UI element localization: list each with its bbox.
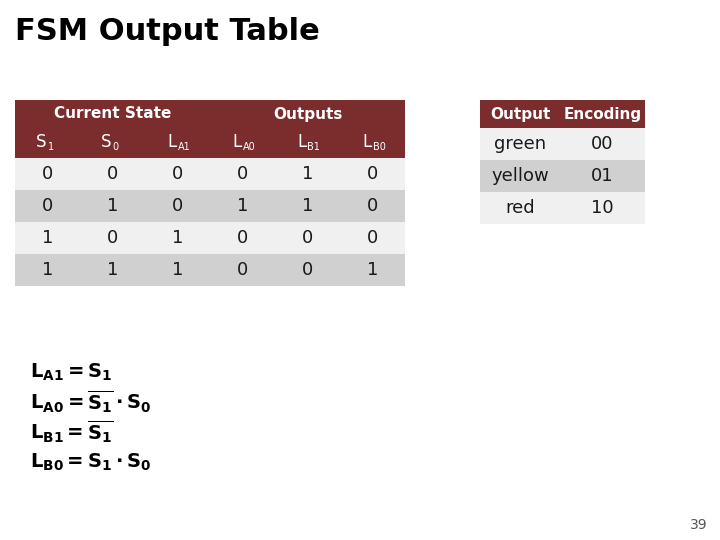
Text: 1: 1 bbox=[172, 229, 183, 247]
Bar bbox=[340, 128, 405, 158]
Text: 0: 0 bbox=[42, 197, 53, 215]
Text: $\mathbf{L_{B0} = S_1 \cdot S_0}$: $\mathbf{L_{B0} = S_1 \cdot S_0}$ bbox=[30, 451, 151, 472]
Text: 0: 0 bbox=[42, 165, 53, 183]
Bar bbox=[210, 100, 405, 128]
Bar bbox=[340, 158, 405, 190]
Text: 1: 1 bbox=[42, 261, 53, 279]
Text: L: L bbox=[297, 133, 307, 151]
Text: B1: B1 bbox=[307, 142, 320, 152]
Bar bbox=[275, 158, 340, 190]
Bar bbox=[340, 222, 405, 254]
Bar bbox=[15, 254, 80, 286]
Text: 0: 0 bbox=[107, 229, 118, 247]
Bar bbox=[480, 128, 560, 160]
Bar bbox=[80, 222, 145, 254]
Text: 1: 1 bbox=[48, 142, 53, 152]
Bar bbox=[15, 190, 80, 222]
Text: 0: 0 bbox=[112, 142, 119, 152]
Bar bbox=[560, 160, 645, 192]
Text: 0: 0 bbox=[367, 165, 378, 183]
Text: Outputs: Outputs bbox=[273, 106, 342, 122]
Text: Encoding: Encoding bbox=[564, 106, 642, 122]
Text: L: L bbox=[167, 133, 176, 151]
Text: 0: 0 bbox=[172, 197, 183, 215]
Bar bbox=[145, 128, 210, 158]
Text: 0: 0 bbox=[107, 165, 118, 183]
Text: 10: 10 bbox=[591, 199, 614, 217]
Bar bbox=[340, 254, 405, 286]
Text: 00: 00 bbox=[591, 135, 613, 153]
Text: A1: A1 bbox=[178, 142, 190, 152]
Text: S: S bbox=[36, 133, 47, 151]
Bar bbox=[480, 192, 560, 224]
Text: L: L bbox=[362, 133, 372, 151]
Text: 39: 39 bbox=[690, 518, 708, 532]
Bar bbox=[15, 100, 210, 128]
Bar bbox=[560, 100, 645, 128]
Text: 0: 0 bbox=[237, 165, 248, 183]
Text: 1: 1 bbox=[42, 229, 53, 247]
Text: B0: B0 bbox=[372, 142, 385, 152]
Bar bbox=[480, 100, 560, 128]
Text: 0: 0 bbox=[237, 261, 248, 279]
Bar bbox=[80, 128, 145, 158]
Text: $\mathbf{L_{A1} = S_1}$: $\mathbf{L_{A1} = S_1}$ bbox=[30, 361, 112, 383]
Bar bbox=[145, 158, 210, 190]
Text: FSM Output Table: FSM Output Table bbox=[15, 17, 320, 46]
Text: 0: 0 bbox=[302, 261, 313, 279]
Text: Output: Output bbox=[490, 106, 550, 122]
Text: $\mathbf{L_{B1} = \overline{S_1}}$: $\mathbf{L_{B1} = \overline{S_1}}$ bbox=[30, 418, 113, 445]
Bar bbox=[15, 128, 80, 158]
Text: 1: 1 bbox=[107, 261, 118, 279]
Text: Current State: Current State bbox=[54, 106, 171, 122]
Text: yellow: yellow bbox=[491, 167, 549, 185]
Text: 1: 1 bbox=[302, 197, 313, 215]
Bar bbox=[210, 158, 275, 190]
Text: red: red bbox=[505, 199, 535, 217]
Bar bbox=[80, 158, 145, 190]
Bar bbox=[210, 190, 275, 222]
Bar bbox=[15, 158, 80, 190]
Bar bbox=[145, 190, 210, 222]
Text: 1: 1 bbox=[366, 261, 378, 279]
Text: 0: 0 bbox=[367, 229, 378, 247]
Bar bbox=[275, 222, 340, 254]
Text: 1: 1 bbox=[237, 197, 248, 215]
Text: 0: 0 bbox=[302, 229, 313, 247]
Bar bbox=[145, 254, 210, 286]
Text: L: L bbox=[233, 133, 241, 151]
Text: 0: 0 bbox=[367, 197, 378, 215]
Bar bbox=[275, 128, 340, 158]
Text: 0: 0 bbox=[172, 165, 183, 183]
Bar bbox=[80, 190, 145, 222]
Bar bbox=[145, 222, 210, 254]
Text: 1: 1 bbox=[172, 261, 183, 279]
Bar bbox=[480, 160, 560, 192]
Bar bbox=[275, 254, 340, 286]
Bar bbox=[560, 192, 645, 224]
Bar bbox=[560, 128, 645, 160]
Text: S: S bbox=[101, 133, 112, 151]
Bar bbox=[210, 222, 275, 254]
Text: green: green bbox=[494, 135, 546, 153]
Text: 01: 01 bbox=[591, 167, 614, 185]
Bar bbox=[210, 128, 275, 158]
Text: 1: 1 bbox=[302, 165, 313, 183]
Bar bbox=[275, 190, 340, 222]
Text: $\mathbf{L_{A0} = \overline{S_1} \cdot S_0}$: $\mathbf{L_{A0} = \overline{S_1} \cdot S… bbox=[30, 389, 151, 415]
Bar bbox=[210, 254, 275, 286]
Bar bbox=[80, 254, 145, 286]
Text: 0: 0 bbox=[237, 229, 248, 247]
Bar bbox=[15, 222, 80, 254]
Text: 1: 1 bbox=[107, 197, 118, 215]
Text: A0: A0 bbox=[243, 142, 256, 152]
Bar bbox=[340, 190, 405, 222]
